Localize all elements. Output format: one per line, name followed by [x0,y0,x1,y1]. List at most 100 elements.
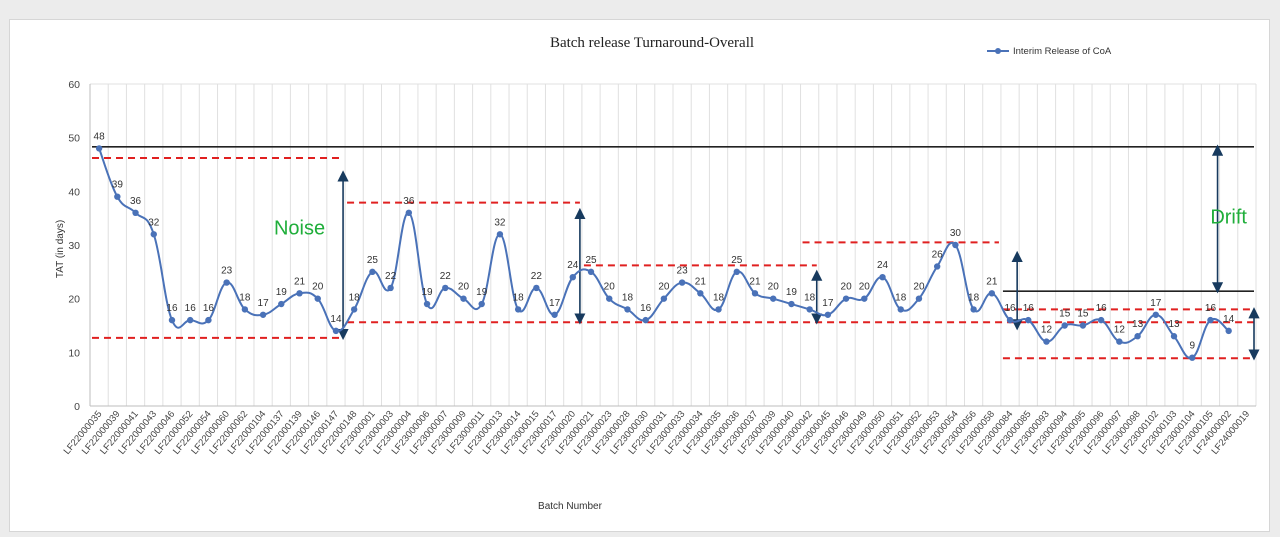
data-label: 25 [731,255,743,266]
data-label: 20 [913,282,925,293]
data-label: 22 [531,271,543,282]
data-point [114,193,121,200]
data-label: 22 [440,271,452,282]
data-point [1189,354,1196,361]
y-tick-label: 0 [74,401,80,413]
x-axis-title: Batch Number [538,501,603,512]
data-point [1134,333,1141,340]
legend-marker [995,48,1001,54]
data-point [332,327,340,335]
data-label: 16 [1023,303,1035,314]
data-label: 20 [658,282,670,293]
data-point [1079,322,1087,329]
data-point [824,311,832,318]
reference-lines [92,144,1260,361]
data-point [1025,316,1032,324]
data-label: 19 [276,287,288,298]
data-label: 30 [950,228,962,239]
data-label: 19 [421,287,433,298]
data-point [132,209,139,216]
data-point [223,279,230,286]
y-tick-label: 40 [68,186,80,198]
data-point [624,306,631,313]
data-point [241,306,249,313]
data-point [952,241,959,249]
data-point [697,290,704,297]
data-label: 18 [239,292,251,303]
annotation-drift: Drift [1210,207,1247,229]
data-point [897,306,904,313]
y-tick-label: 30 [68,240,80,252]
data-label: 18 [968,292,980,303]
data-label: 16 [1096,303,1108,314]
data-point [1170,333,1178,340]
axes: 0102030405060LF22000035LF22000039LF22000… [62,79,1256,457]
data-point [788,300,795,308]
data-point [1043,338,1050,345]
legend: Interim Release of CoA [987,46,1112,57]
data-point [205,316,212,324]
series-layer [95,145,1232,361]
y-axis-title: TAT (in days) [55,220,66,278]
data-point [678,279,686,286]
data-point [1152,311,1159,318]
data-label: 16 [185,303,197,314]
data-point [442,284,449,292]
data-label: 17 [549,298,561,309]
data-label: 16 [1004,303,1016,314]
data-label: 15 [1059,309,1071,320]
data-point [879,274,886,281]
data-label: 20 [841,282,853,293]
data-point [715,306,722,313]
data-point [970,306,977,313]
data-label: 21 [695,276,707,287]
data-label: 20 [458,282,470,293]
data-label: 21 [294,276,306,287]
data-point [1006,316,1014,324]
gridlines [89,83,1257,406]
data-point [733,268,740,276]
data-label: 21 [749,276,761,287]
data-point [369,268,376,276]
data-label: 25 [585,255,597,266]
data-label: 25 [367,255,379,266]
data-label: 21 [986,276,998,287]
data-point [168,316,176,324]
data-label: 39 [112,180,124,191]
data-point [1116,338,1123,345]
data-label: 9 [1189,341,1195,352]
y-tick-label: 50 [68,133,80,145]
chart-frame: Batch release Turnaround-Overall Interim… [9,19,1270,532]
data-label: 17 [822,298,834,309]
annotation-noise: Noise [274,217,325,239]
data-point [806,306,813,313]
data-point [1207,316,1214,324]
data-label: 20 [312,282,324,293]
data-point [350,306,358,313]
data-point [496,231,504,238]
data-label: 22 [385,271,397,282]
data-point [533,284,540,292]
data-label: 18 [622,292,634,303]
data-label: 20 [859,282,871,293]
data-label: 32 [148,217,160,228]
data-point [478,300,485,308]
data-label: 14 [1223,314,1235,325]
data-point [569,274,576,281]
data-label: 18 [895,292,907,303]
data-label: 13 [1132,319,1144,330]
data-label: 23 [677,266,689,277]
data-label: 19 [786,287,798,298]
data-label: 15 [1077,309,1089,320]
data-point [1097,316,1105,324]
data-label: 16 [166,303,178,314]
y-tick-label: 10 [68,347,80,359]
data-label: 17 [258,298,270,309]
y-tick-label: 20 [68,294,80,306]
data-point [660,295,668,302]
data-label: 18 [349,292,361,303]
data-label: 16 [640,303,652,314]
annotations: Noise Drift [274,207,1247,240]
data-label: 12 [1041,325,1053,336]
data-label: 12 [1114,325,1126,336]
